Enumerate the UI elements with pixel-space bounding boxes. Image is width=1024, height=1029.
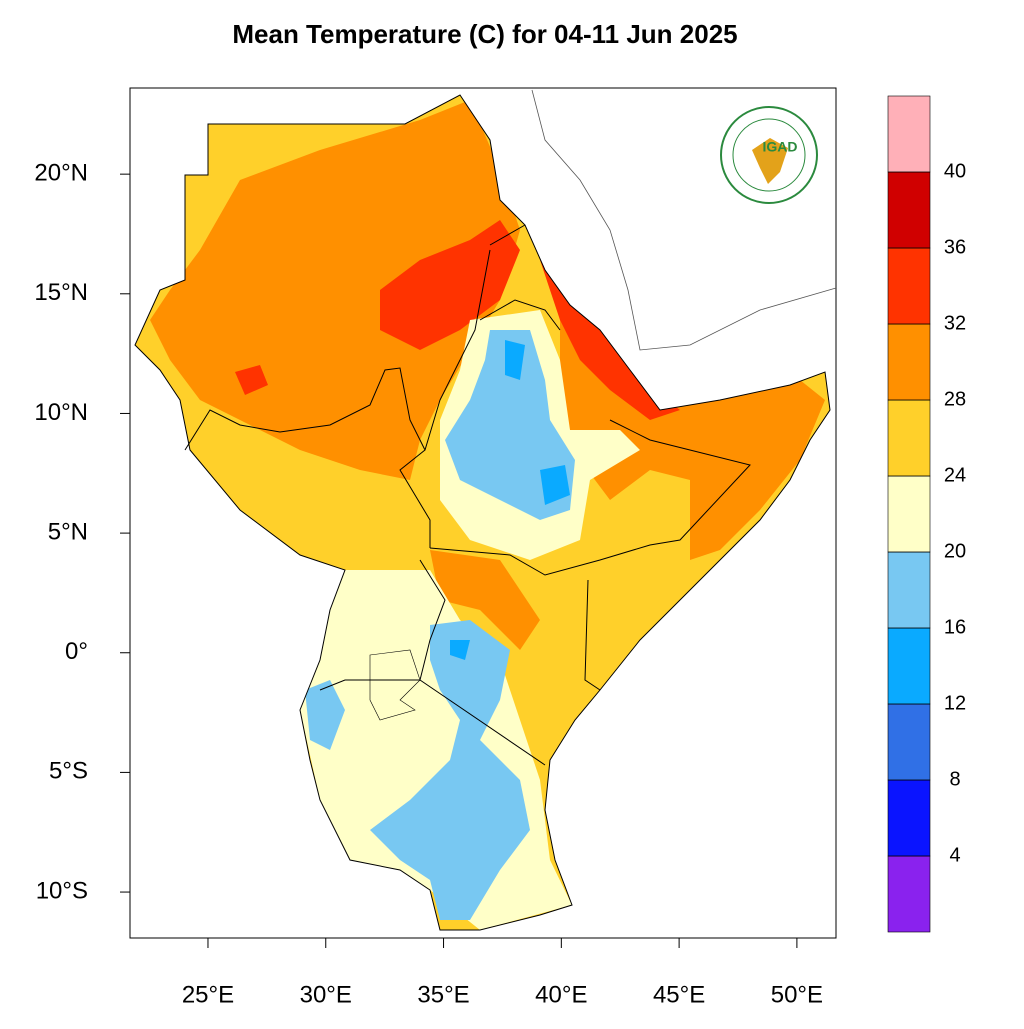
- colorbar-box: [887, 627, 931, 705]
- x-tick-label: 45°E: [653, 981, 705, 1008]
- colorbar-box: [887, 171, 931, 249]
- colorbar-box: [887, 703, 931, 781]
- y-tick-label: 0°: [65, 638, 88, 665]
- logo: IGAD: [720, 106, 818, 204]
- colorbar-box: [887, 551, 931, 629]
- y-tick-label: 10°S: [36, 877, 88, 904]
- colorbar-label: 40: [944, 160, 966, 182]
- colorbar-label: 8: [949, 768, 960, 790]
- colorbar-label: 24: [944, 464, 966, 486]
- coastline: [531, 89, 837, 351]
- logo-text: IGAD: [763, 139, 798, 155]
- x-tick-label: 30°E: [300, 981, 352, 1008]
- colorbar-box: [887, 779, 931, 857]
- y-tick-label: 5°N: [48, 518, 88, 545]
- lake-victoria: [369, 649, 421, 721]
- colorbar-box: [887, 855, 931, 933]
- field-16-20: [305, 680, 345, 750]
- colorbar-label: 12: [944, 692, 966, 714]
- field-32-36: [380, 220, 520, 350]
- x-tick-label: 35°E: [417, 981, 469, 1008]
- border: [424, 224, 561, 451]
- field-32-36: [235, 365, 268, 395]
- logo-map: [752, 138, 788, 184]
- x-tick-label: 25°E: [182, 981, 234, 1008]
- border: [319, 559, 546, 766]
- x-tick-label: 50°E: [771, 981, 823, 1008]
- colorbar-box: [887, 95, 931, 173]
- border: [429, 419, 751, 691]
- y-tick-label: 15°N: [34, 279, 88, 306]
- x-tick-label: 40°E: [535, 981, 587, 1008]
- field-16-20: [370, 620, 530, 920]
- field-12-16: [450, 340, 570, 660]
- border: [184, 367, 431, 548]
- y-tick-label: 10°N: [34, 399, 88, 426]
- field-28-32: [430, 550, 540, 650]
- colorbar-box: [887, 323, 931, 401]
- colorbar-label: 36: [944, 236, 966, 258]
- colorbar-box: [887, 399, 931, 477]
- y-tick-label: 20°N: [34, 159, 88, 186]
- colorbar-label: 4: [949, 844, 960, 866]
- colorbar-label: 32: [944, 312, 966, 334]
- colorbar-box: [887, 247, 931, 325]
- colorbar-label: 16: [944, 616, 966, 638]
- y-tick-label: 5°S: [49, 758, 88, 785]
- logo-inner-ring: [732, 118, 806, 192]
- map-title: Mean Temperature (C) for 04-11 Jun 2025: [232, 19, 737, 49]
- colorbar-label: 28: [944, 388, 966, 410]
- colorbar-label: 20: [944, 540, 966, 562]
- colorbar-box: [887, 475, 931, 553]
